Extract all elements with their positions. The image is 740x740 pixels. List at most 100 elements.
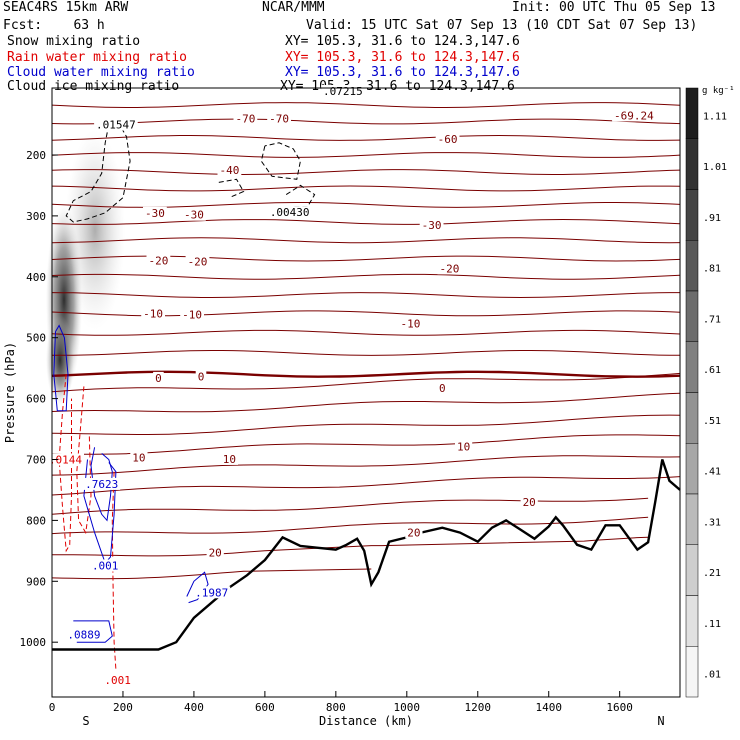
label-background: [102, 673, 133, 686]
colorbar-cell: [685, 646, 699, 698]
cloud-ice-label: .07215: [323, 85, 363, 98]
isotherm-line: [51, 414, 681, 435]
rain-water-contours: [58, 374, 117, 670]
valid-time: Valid: 15 UTC Sat 07 Sep 13 (10 CDT Sat …: [306, 18, 698, 33]
x-tick-label: 1000: [394, 701, 421, 714]
cloud-water-label: .0889: [67, 628, 100, 641]
isotherm-line: [51, 152, 681, 158]
field-xy-rain: XY= 105.3, 31.6 to 124.3,147.6: [285, 50, 520, 65]
y-tick-label: 900: [26, 575, 46, 588]
label-background: [437, 262, 462, 275]
temperature-label: -30: [145, 207, 165, 220]
cloud-water-contour: [186, 571, 209, 604]
colorbar-cell: [685, 392, 699, 444]
y-tick-label: 200: [26, 149, 46, 162]
isotherm-line: [51, 102, 681, 108]
temperature-label: 0: [198, 371, 205, 384]
label-background: [83, 477, 121, 490]
x-tick-label: 0: [49, 701, 56, 714]
temperature-label: -20: [439, 262, 459, 275]
isotherm-line: [51, 134, 681, 141]
temperature-label: -20: [188, 256, 208, 269]
temperature-label: -30: [184, 209, 204, 222]
label-background: [233, 112, 258, 125]
temperature-label: -60: [438, 133, 458, 146]
colorbar-label: .51: [703, 416, 721, 427]
y-tick-label: 500: [26, 332, 46, 345]
temperature-label: -69.24: [614, 109, 654, 122]
colorbar-cell: [685, 189, 699, 241]
x-tick-label: 600: [255, 701, 275, 714]
label-background: [193, 586, 231, 599]
colorbar-label: .01: [703, 670, 721, 681]
temperature-label: -70: [235, 113, 255, 126]
contour-labels: -70 -70 -69.24 -60 -40 -30 -30 -30 -20 -20 -20 -10 -…: [47, 85, 656, 687]
terrain-line: [52, 459, 681, 651]
temperature-label: -30: [422, 219, 442, 232]
ice-contour: [260, 142, 301, 180]
label-background: [94, 118, 138, 131]
label-background: [153, 371, 164, 384]
cloud-water-label: .1987: [195, 586, 228, 599]
temperature-label: -20: [148, 254, 168, 267]
label-background: [220, 452, 238, 465]
isotherm-line: [51, 169, 681, 176]
isotherm-line: [51, 568, 372, 580]
chart-header: SEAC4RS 15km ARW NCAR/MMM Init: 00 UTC T…: [0, 0, 740, 95]
field-name-cloud-ice: Cloud ice mixing ratio: [7, 79, 180, 94]
isotherm-line: [51, 476, 681, 496]
isotherm-line: [51, 218, 681, 225]
y-tick-label: 700: [26, 453, 46, 466]
label-background: [217, 164, 242, 177]
temperature-label: 20: [209, 547, 222, 560]
isotherm-line: [51, 516, 649, 535]
colorbar-label: .11: [703, 619, 721, 630]
ice-contour: [218, 178, 245, 199]
init-time: Init: 00 UTC Thu 05 Sep 13: [512, 0, 716, 15]
temperature-label: -70: [269, 113, 289, 126]
isotherm-line: [51, 455, 681, 476]
label-background: [437, 382, 448, 395]
field-name-snow: Snow mixing ratio: [7, 34, 141, 49]
isotherm-line: [51, 292, 680, 299]
temperature-label: 0: [439, 382, 446, 395]
temperature-label: 10: [223, 453, 236, 466]
isotherm-line: [52, 350, 680, 356]
field-xy-cloud-water: XY= 105.3, 31.6 to 124.3,147.6: [285, 65, 520, 80]
isotherm-line: [51, 237, 681, 244]
label-background: [90, 559, 121, 572]
label-background: [195, 370, 207, 383]
isotherm-line: [52, 536, 649, 557]
temperature-label: -10: [400, 318, 420, 331]
colorbar-label: .31: [703, 517, 721, 528]
label-background: [419, 219, 444, 231]
colorbar-label: 1.11: [703, 111, 727, 122]
label-background: [206, 546, 224, 559]
terrain-profile: [52, 459, 681, 651]
isotherm-line: [51, 497, 649, 515]
rain-water-label: .0144: [49, 454, 82, 467]
colorbar-label: .91: [703, 213, 721, 224]
field-name-rain: Rain water mixing ratio: [7, 50, 188, 65]
label-background: [267, 206, 312, 219]
temperature-label: 10: [132, 452, 145, 465]
cloud-ice-label: .00430: [270, 206, 310, 219]
x-tick-label: 1600: [606, 701, 633, 714]
cloud-water-label: .7623: [85, 478, 118, 491]
plot-frame: [51, 87, 681, 698]
label-background: [141, 307, 165, 320]
label-background: [130, 451, 148, 464]
cloud-water-contour: [53, 324, 69, 412]
colorbar-label: .71: [703, 314, 721, 325]
label-background: [455, 440, 473, 453]
temperature-label: 20: [523, 496, 536, 509]
colorbar-cell: [685, 341, 699, 393]
center-title: NCAR/MMM: [262, 0, 325, 15]
label-background: [143, 206, 167, 219]
colorbar-cell: [685, 87, 699, 139]
x-tick-label: 400: [184, 701, 204, 714]
field-xy-snow: XY= 105.3, 31.6 to 124.3,147.6: [285, 34, 520, 49]
colorbar-cell: [685, 595, 699, 647]
x-tick-label: 200: [113, 701, 133, 714]
label-background: [47, 453, 84, 466]
